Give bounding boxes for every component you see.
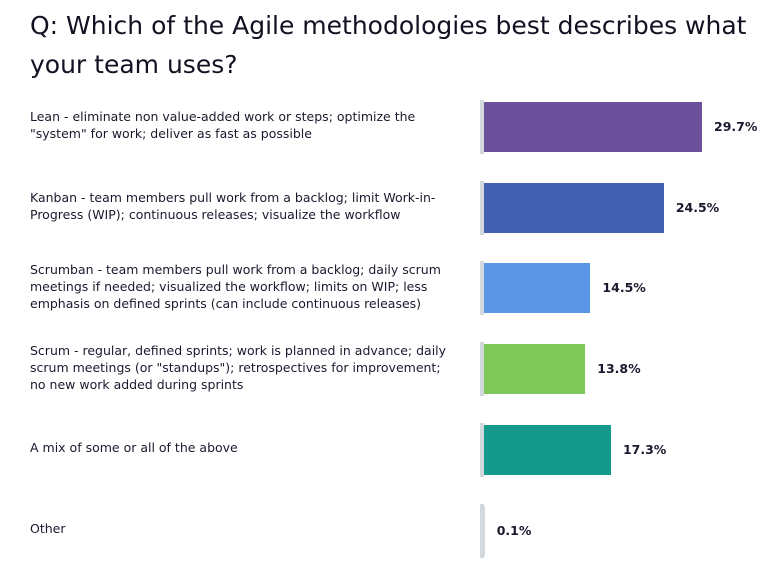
bar [484, 505, 485, 556]
bar-baseline [480, 503, 484, 558]
bar-baseline [480, 422, 484, 477]
category-label: A mix of some or all of the above [30, 440, 238, 456]
bar [484, 424, 611, 475]
category-label: Other [30, 521, 66, 536]
category-label: Scrum - regular, defined sprints; work i… [30, 342, 447, 392]
value-label: 0.1% [496, 522, 532, 538]
bar [484, 182, 664, 233]
bar-baseline [480, 180, 484, 235]
value-label: 29.7% [714, 119, 758, 134]
value-label: 14.5% [602, 280, 646, 296]
bar [484, 344, 586, 395]
bar [484, 263, 591, 314]
bar [484, 102, 702, 152]
category-label: Kanban - team members pull work from a b… [30, 189, 436, 222]
value-label: 13.8% [597, 361, 641, 377]
bar-baseline [480, 342, 484, 397]
bar-baseline [480, 100, 484, 154]
value-label: 17.3% [622, 441, 667, 457]
chart-title: Q: Which of the Agile methodologies best… [30, 11, 747, 79]
category-label: Scrumban - team members pull work from a… [30, 261, 441, 311]
category-label: Lean - eliminate non value-added work or… [30, 109, 416, 141]
value-label: 24.5% [675, 199, 720, 215]
bar-baseline [480, 261, 484, 316]
